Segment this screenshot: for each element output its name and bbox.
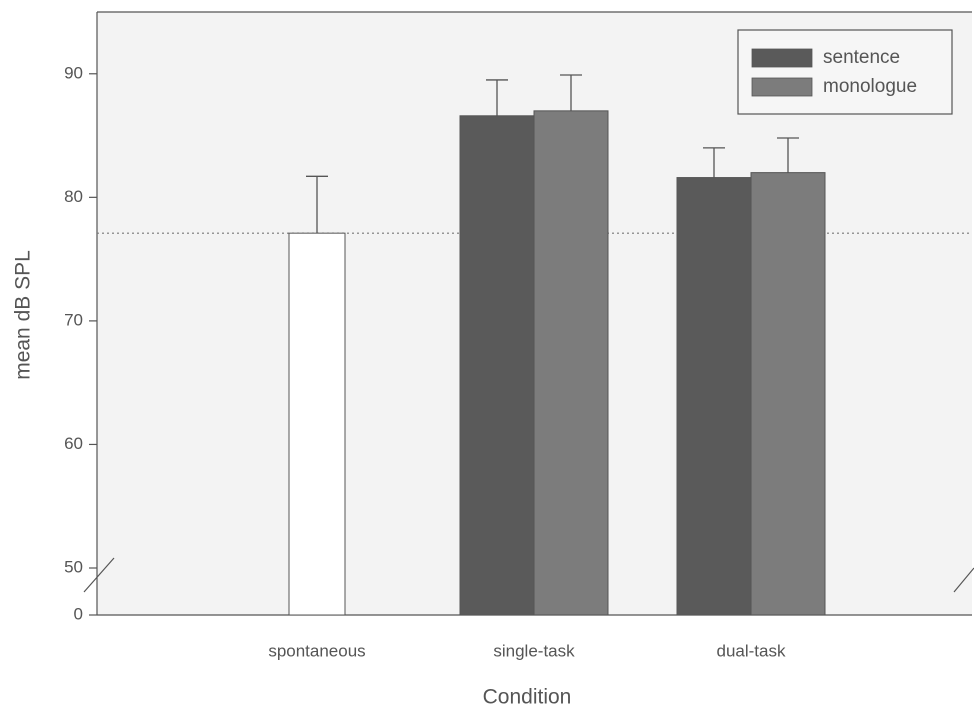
y-tick-label: 0 (74, 604, 83, 623)
bar (676, 177, 752, 616)
y-tick-label: 90 (64, 63, 83, 82)
axis-break (83, 557, 115, 593)
legend-box (737, 29, 953, 115)
y-tick-label: 80 (64, 187, 83, 206)
y-tick-label: 70 (64, 310, 83, 329)
legend-swatch (751, 77, 813, 97)
x-axis-label: Condition (483, 686, 572, 709)
bar (459, 115, 535, 616)
x-tick-label: dual-task (717, 641, 786, 660)
y-tick-label: 60 (64, 434, 83, 453)
legend-label: monologue (823, 76, 917, 97)
bar (533, 110, 609, 616)
legend-swatch (751, 48, 813, 68)
x-tick-label: spontaneous (268, 641, 365, 660)
axis-break (953, 567, 974, 593)
legend-label: sentence (823, 47, 900, 68)
bar (288, 232, 346, 616)
bar (750, 172, 826, 616)
y-axis-label: mean dB SPL (12, 250, 35, 380)
y-tick-label: 50 (64, 557, 83, 576)
x-tick-label: single-task (493, 641, 575, 660)
